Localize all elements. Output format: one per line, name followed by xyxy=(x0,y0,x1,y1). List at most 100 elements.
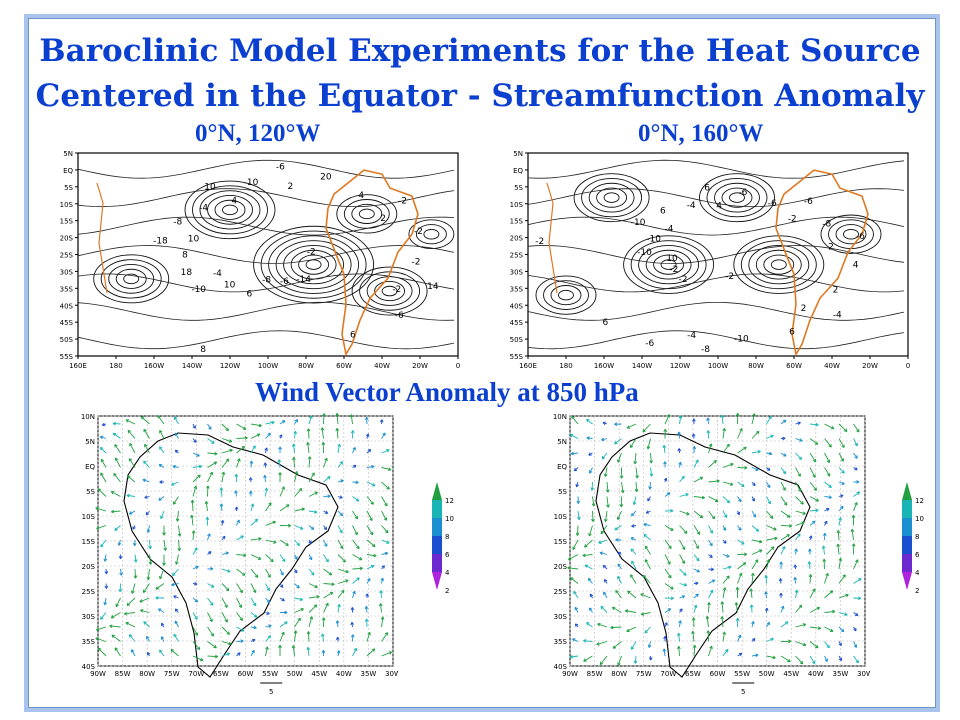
contour-label: 6 xyxy=(660,207,666,217)
colorbar-segment xyxy=(902,518,912,536)
x-tick-label: 90W xyxy=(562,670,578,678)
colorbar-segment xyxy=(432,500,442,518)
grid-lines xyxy=(97,415,394,667)
plot-area xyxy=(527,152,909,357)
y-tick-label: 40S xyxy=(82,663,96,671)
south-america-outline xyxy=(595,432,811,678)
y-tick-label: 30S xyxy=(510,268,524,276)
contour-label: -2 xyxy=(411,257,420,267)
x-tick-label: 80W xyxy=(611,670,627,678)
x-tick-label: 60W xyxy=(710,670,726,678)
south-america-coastline xyxy=(775,169,869,357)
streamfunction-map-left: 5N EQ 5S 10S 15S 20S 25S 30S 35S 40S 45S 50S 55S 160E… xyxy=(40,148,465,373)
contour-label: 8 xyxy=(200,345,206,355)
contour-label: 4 xyxy=(231,197,237,207)
colorbar-bottom-arrow xyxy=(432,572,442,590)
y-tick-label: 40S xyxy=(510,302,524,310)
contour-label: -4 xyxy=(199,204,208,214)
x-tick-label: 180 xyxy=(559,362,572,370)
wind-vectors xyxy=(95,412,393,662)
y-tick-label: 35S xyxy=(82,638,96,646)
x-tick-label: 70W xyxy=(188,670,204,678)
streamfunction-plot-right: 5N EQ 5S 10S 15S 20S 25S 30S 35S 40S 45S 50S 55S160E… xyxy=(510,150,911,370)
x-tick-label: 45W xyxy=(311,670,327,678)
x-tick-label: 85W xyxy=(587,670,603,678)
colorbar-label: 2 xyxy=(915,587,919,595)
x-tick-label: 30W xyxy=(385,670,398,678)
wind-vector-map-right: 10N 5N EQ 5S 10S 15S 20S 25S 30S 35S 40S 90W 85W 80W 7… xyxy=(540,410,873,696)
y-tick-label: 5N xyxy=(63,150,73,158)
x-tick-label: 140W xyxy=(632,362,652,370)
contour-label: -10 xyxy=(244,178,259,188)
reference-vector-label: 5 xyxy=(269,688,273,695)
y-tick-label: EQ xyxy=(513,167,523,175)
contour-label: 10 xyxy=(204,183,216,193)
y-tick-label: 45S xyxy=(60,319,74,327)
contour-label: -10 xyxy=(637,248,652,258)
y-tick-label: 10N xyxy=(81,413,95,421)
contour-label: 6 xyxy=(789,328,795,338)
colorbar-label: 12 xyxy=(915,497,924,505)
y-tick-label: 5N xyxy=(513,150,523,158)
contour-label: -2 xyxy=(788,215,797,225)
y-tick-label: 20S xyxy=(510,235,524,243)
contour-label: 2 xyxy=(833,285,839,295)
y-tick-label: 50S xyxy=(510,336,524,344)
contour-lines xyxy=(527,159,905,350)
colorbar-segment xyxy=(902,500,912,518)
wind-colorbar-right: 12 10 8 6 4 2 xyxy=(890,478,930,608)
colorbar-label: 6 xyxy=(445,551,450,559)
colorbar-segment xyxy=(432,518,442,536)
y-tick-label: 15S xyxy=(60,218,74,226)
contour-label: -2 xyxy=(678,275,687,285)
y-tick-label: 10S xyxy=(60,201,74,209)
y-tick-label: 35S xyxy=(554,638,568,646)
colorbar-label: 4 xyxy=(915,569,920,577)
x-tick-label: 180 xyxy=(109,362,122,370)
contour-label: -4 xyxy=(665,225,674,235)
colorbar-right: 12 10 8 6 4 2 xyxy=(902,482,924,595)
x-tick-label: 160W xyxy=(594,362,614,370)
x-tick-label: 90W xyxy=(90,670,106,678)
colorbar-segment xyxy=(902,536,912,554)
contour-label: 10 xyxy=(188,235,200,245)
streamfunction-map-right: 5N EQ 5S 10S 15S 20S 25S 30S 35S 40S 45S 50S 55S 160E… xyxy=(490,148,915,373)
y-tick-label: 55S xyxy=(60,353,74,361)
contour-label: 14 xyxy=(427,282,439,292)
contour-label: 8 xyxy=(182,250,188,260)
colorbar-label: 12 xyxy=(445,497,454,505)
x-tick-label: 60W xyxy=(336,362,352,370)
contour-label: -2 xyxy=(392,285,401,295)
wind-vector-map-left: 10N 5N EQ 5S 10S 15S 20S 25S 30S 35S 40S 90W 85W 80W 7… xyxy=(68,410,401,696)
y-tick-label: 10N xyxy=(553,413,567,421)
contour-label: 4 xyxy=(358,191,364,201)
x-tick-label: 55W xyxy=(262,670,278,678)
contour-label: -2 xyxy=(669,265,678,275)
contour-label: 20 xyxy=(320,173,332,183)
colorbar-left: 12 10 8 6 4 2 xyxy=(432,482,454,595)
x-tick-label: 50W xyxy=(759,670,775,678)
colorbar-top-arrow xyxy=(902,482,912,500)
contour-label: -6 xyxy=(276,162,285,172)
x-tick-label: 75W xyxy=(636,670,652,678)
contour-label: 4 xyxy=(853,260,859,270)
colorbar-label: 10 xyxy=(915,515,924,523)
y-tick-label: 25S xyxy=(510,252,524,260)
x-tick-label: 20W xyxy=(412,362,428,370)
x-tick-label: 0 xyxy=(456,362,460,370)
contour-label: -6 xyxy=(804,197,813,207)
y-tick-label: EQ xyxy=(63,167,73,175)
contour-label: 2 xyxy=(801,304,807,314)
contour-label: -6 xyxy=(395,311,404,321)
colorbar-label: 6 xyxy=(915,551,920,559)
x-tick-label: 40W xyxy=(374,362,390,370)
y-tick-label: EQ xyxy=(85,463,95,471)
y-tick-label: 10S xyxy=(554,513,568,521)
x-tick-label: 45W xyxy=(783,670,799,678)
x-tick-label: 160E xyxy=(69,362,87,370)
y-tick-label: 40S xyxy=(554,663,568,671)
y-tick-label: 20S xyxy=(554,563,568,571)
x-tick-label: 160W xyxy=(144,362,164,370)
